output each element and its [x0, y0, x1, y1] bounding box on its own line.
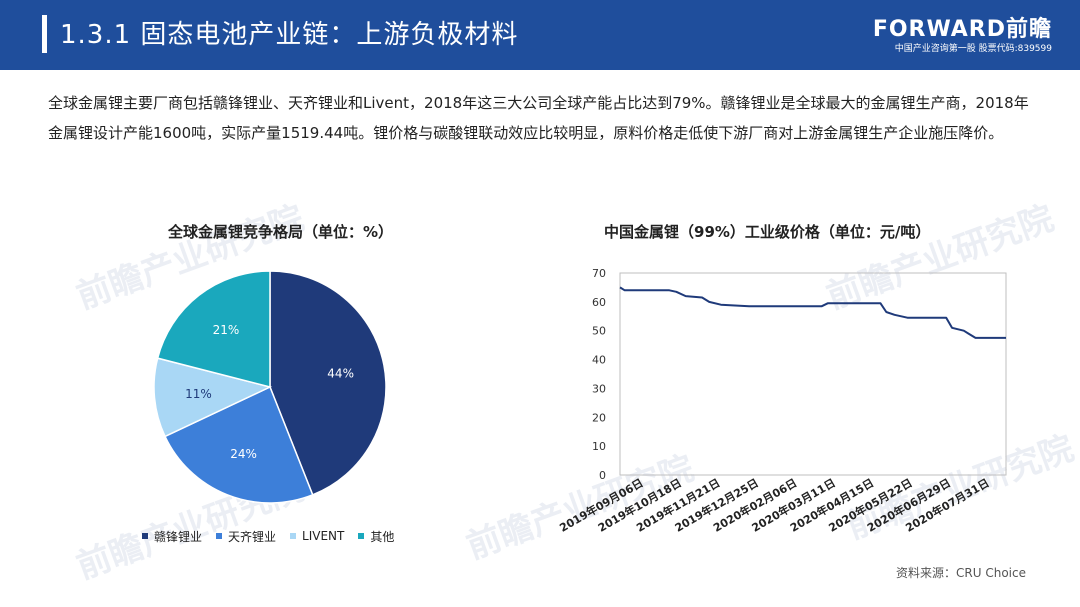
y-tick-label-6: 60 — [592, 296, 606, 309]
y-tick-label-2: 20 — [592, 411, 606, 424]
legend-item-3: 其他 — [358, 528, 394, 544]
brand-logo: FORWARD前瞻 中国产业咨询第一股 股票代码:839599 — [873, 18, 1052, 55]
y-tick-label-0: 0 — [599, 469, 606, 482]
pie-legend: 赣锋锂业 天齐锂业 LIVENT 其他 — [142, 528, 394, 544]
pie-chart-title: 全球金属锂竞争格局（单位：%） — [168, 223, 394, 241]
header-bar: 1.3.1 固态电池产业链：上游负极材料 FORWARD前瞻 中国产业咨询第一股… — [0, 0, 1080, 70]
legend-label-3: 其他 — [370, 529, 395, 544]
line-chart-title: 中国金属锂（99%）工业级价格（单位：元/吨） — [604, 223, 931, 241]
brand-logo-subtext: 中国产业咨询第一股 股票代码:839599 — [894, 44, 1052, 54]
y-tick-label-3: 30 — [592, 382, 606, 395]
legend-swatch-3 — [358, 533, 365, 539]
y-tick-label-5: 50 — [592, 325, 606, 338]
legend-label-0: 赣锋锂业 — [154, 529, 203, 544]
source-note: 资料来源：CRU Choice — [896, 566, 1026, 580]
plot-frame — [619, 272, 1007, 476]
legend-swatch-2 — [290, 533, 297, 539]
pie-slice-1 — [164, 385, 314, 504]
pie-data-label-3: 21% — [213, 323, 240, 337]
pie-data-label-0: 44% — [327, 367, 354, 381]
legend-label-1: 天齐锂业 — [228, 529, 277, 544]
legend-label-2: LIVENT — [302, 529, 345, 543]
line-chart: 0102030405060702019年09月06日2019年10月18日201… — [557, 267, 1007, 535]
pie-chart: 44% 24% 11% 21% — [153, 270, 387, 504]
legend-item-2: LIVENT — [290, 528, 344, 544]
pie-slice-0 — [269, 270, 387, 496]
y-tick-label-7: 70 — [592, 267, 606, 280]
pie-data-label-2: 11% — [185, 387, 212, 401]
brand-logo-text: FORWARD前瞻 — [872, 17, 1052, 42]
title-accent-bar — [42, 15, 47, 53]
legend-swatch-0 — [142, 533, 148, 539]
legend-swatch-1 — [216, 533, 223, 539]
legend-item-0: 赣锋锂业 — [142, 528, 202, 544]
price-line — [619, 286, 1006, 339]
pie-data-label-1: 24% — [230, 447, 257, 461]
pie-slice-2 — [153, 357, 273, 438]
y-tick-label-1: 10 — [592, 440, 606, 453]
intro-paragraph: 全球金属锂主要厂商包括赣锋锂业、天齐锂业和Livent，2018年这三大公司全球… — [48, 94, 1029, 142]
pie-slice-3 — [156, 270, 271, 388]
legend-item-1: 天齐锂业 — [216, 528, 276, 544]
y-tick-label-4: 40 — [592, 354, 606, 367]
page-title: 1.3.1 固态电池产业链：上游负极材料 — [60, 20, 519, 50]
